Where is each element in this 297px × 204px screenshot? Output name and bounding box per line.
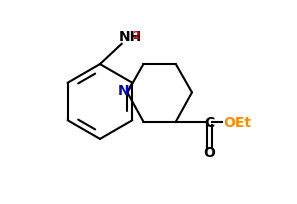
Text: N: N xyxy=(117,84,129,98)
Text: O: O xyxy=(203,145,215,159)
Text: 2: 2 xyxy=(132,31,140,41)
Text: C: C xyxy=(204,115,214,129)
Text: OEt: OEt xyxy=(223,115,251,129)
Text: NH: NH xyxy=(119,30,143,44)
